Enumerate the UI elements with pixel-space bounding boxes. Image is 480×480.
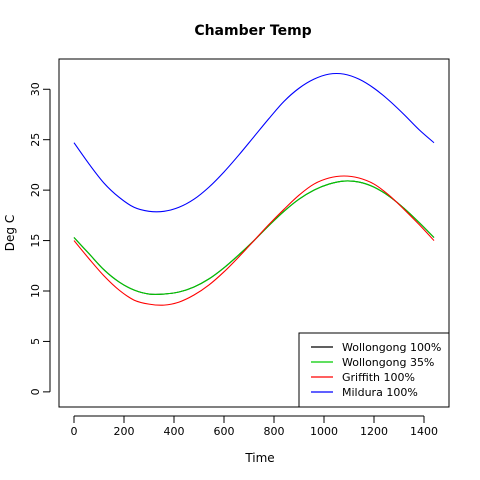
y-tick-label: 20 [29,183,42,197]
x-tick-label: 1200 [360,425,388,438]
x-tick-label: 1400 [410,425,438,438]
x-tick-label: 1000 [310,425,338,438]
x-tick-label: 800 [264,425,285,438]
series-line-mildura-100 [73,72,435,213]
chart-title: Chamber Temp [194,23,311,39]
legend-label-wollongong-35: Wollongong 35% [342,356,434,369]
x-axis-label: Time [244,451,274,465]
y-tick-label: 15 [29,234,42,248]
x-tick-label: 200 [114,425,135,438]
series-line-griffith-100 [73,175,435,306]
y-tick-label: 30 [29,82,42,96]
legend-label-wollongong-100: Wollongong 100% [342,341,441,354]
legend-label-mildura-100: Mildura 100% [342,386,418,399]
plot-data-layer [73,72,435,306]
y-axis-label: Deg C [3,215,17,251]
x-tick-label: 600 [214,425,235,438]
x-tick-label: 400 [164,425,185,438]
y-tick-label: 25 [29,133,42,147]
legend-label-griffith-100: Griffith 100% [342,371,415,384]
legend-box [298,332,450,408]
x-tick-label: 0 [71,425,78,438]
y-tick-label: 5 [29,338,42,345]
y-tick-label: 10 [29,284,42,298]
legend: Wollongong 100% Wollongong 35% Griffith … [298,332,450,408]
plot-frame [58,58,450,408]
axes-layer: 0 200 400 600 800 1000 1200 1400 0 5 10 15 20 25 30 [29,82,438,438]
y-tick-label: 0 [29,388,42,395]
